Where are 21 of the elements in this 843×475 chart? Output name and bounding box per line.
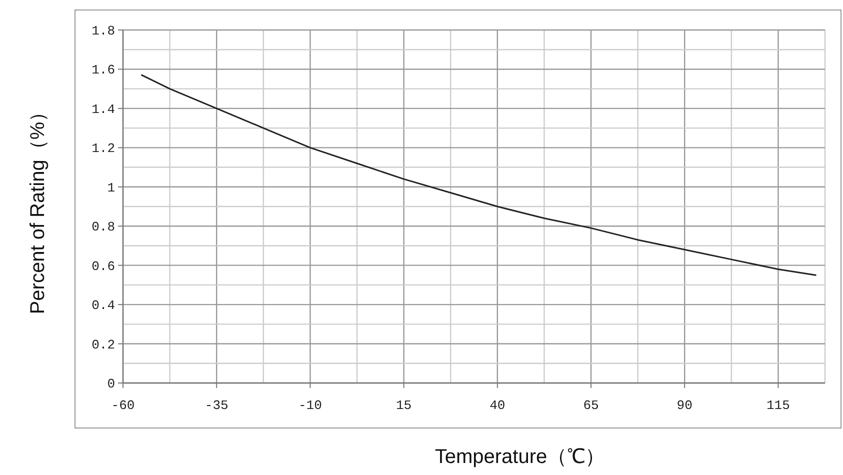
x-tick-label: -10 [298, 398, 322, 413]
x-tick-label: 65 [583, 398, 599, 413]
y-tick-label: 0 [107, 376, 115, 392]
y-tick-label: 0.2 [92, 337, 115, 352]
y-axis-title: Percent of Rating（%） [27, 102, 49, 314]
y-tick-label: 1.6 [92, 62, 115, 78]
y-tick-label: 0.6 [92, 258, 115, 274]
y-tick-label: 1.4 [92, 102, 116, 117]
y-tick-label: 1.8 [92, 24, 115, 38]
x-tick-label: 90 [676, 398, 692, 413]
x-axis-title: Temperature（℃） [434, 446, 606, 468]
y-tick-label: 0.8 [92, 220, 115, 235]
y-tick-label: 0.4 [92, 298, 116, 314]
x-tick-label: 15 [396, 398, 412, 413]
x-tick-label: -35 [204, 398, 228, 413]
y-tick-label: 1 [107, 180, 116, 196]
x-tick-label: 115 [766, 398, 790, 413]
y-tick-label: 1.2 [92, 141, 115, 156]
x-tick-label: -60 [111, 398, 135, 413]
line-series [140, 74, 816, 276]
x-tick-label: 40 [490, 398, 506, 413]
